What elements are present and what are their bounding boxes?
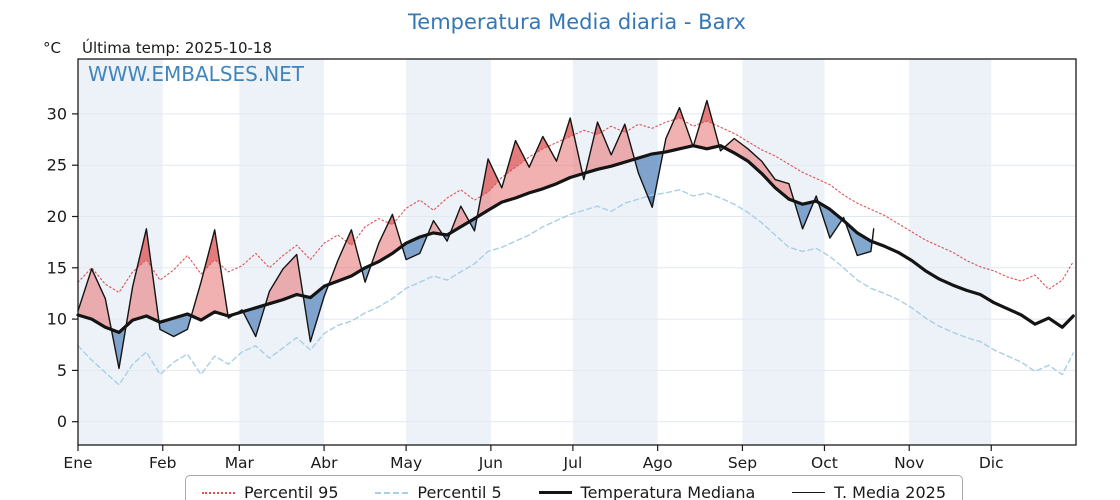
watermark-text: WWW.EMBALSES.NET <box>88 62 305 86</box>
legend-item-mediana: Temperatura Mediana <box>538 483 756 500</box>
y-tick-label: 25 <box>47 156 67 175</box>
percentil-95-line <box>77 117 1074 293</box>
month-band <box>909 59 992 445</box>
y-tick-label: 30 <box>47 104 67 123</box>
y-tick-label: 5 <box>57 361 67 380</box>
x-tick-label: Jul <box>563 454 583 472</box>
legend-label-percentil-5: Percentil 5 <box>417 483 502 500</box>
x-tick-label: Ago <box>643 454 673 472</box>
month-band <box>239 59 325 445</box>
x-tick-label: Abr <box>311 454 338 472</box>
month-band <box>742 59 825 445</box>
temperatura-mediana-line <box>76 144 1075 334</box>
t-media-2025-line-swatch-icon <box>792 492 826 493</box>
x-tick-label: Dic <box>979 454 1004 472</box>
legend-item-t-media-2025: T. Media 2025 <box>792 483 946 500</box>
y-tick-label: 0 <box>57 412 67 431</box>
legend-item-percentil-95: Percentil 95 <box>202 483 339 500</box>
t-media-2025-line <box>77 99 875 370</box>
x-tick-label: Jun <box>478 454 503 472</box>
x-tick-label: Feb <box>149 454 176 472</box>
month-band <box>572 59 658 445</box>
chart-title: Temperatura Media diaria - Barx <box>408 10 746 34</box>
x-tick-label: Oct <box>811 454 838 472</box>
y-tick-label: 20 <box>47 207 67 226</box>
legend-label-t-media-2025: T. Media 2025 <box>834 483 946 500</box>
legend-label-mediana: Temperatura Mediana <box>580 483 756 500</box>
legend-label-percentil-95: Percentil 95 <box>244 483 339 500</box>
y-tick-label: 15 <box>47 258 67 277</box>
x-tick-label: Nov <box>894 454 924 472</box>
x-tick-label: May <box>390 454 422 472</box>
x-tick-label: Sep <box>728 454 757 472</box>
x-tick-label: Mar <box>225 454 255 472</box>
legend: Percentil 95 Percentil 5 Temperatura Med… <box>185 475 963 500</box>
percentil-5-line-swatch-icon <box>375 491 409 494</box>
percentil-5-line <box>77 189 1075 386</box>
percentil-95-line-swatch-icon <box>202 491 235 494</box>
mediana-line-swatch-icon <box>538 491 572 494</box>
y-tick-label: 10 <box>47 310 67 329</box>
last-temp-label: Última temp: 2025-10-18 <box>82 39 273 57</box>
x-tick-label: Ene <box>63 454 92 472</box>
y-axis-unit-label: °C <box>43 39 61 57</box>
legend-item-percentil-5: Percentil 5 <box>375 483 502 500</box>
plot-border <box>77 58 1077 446</box>
